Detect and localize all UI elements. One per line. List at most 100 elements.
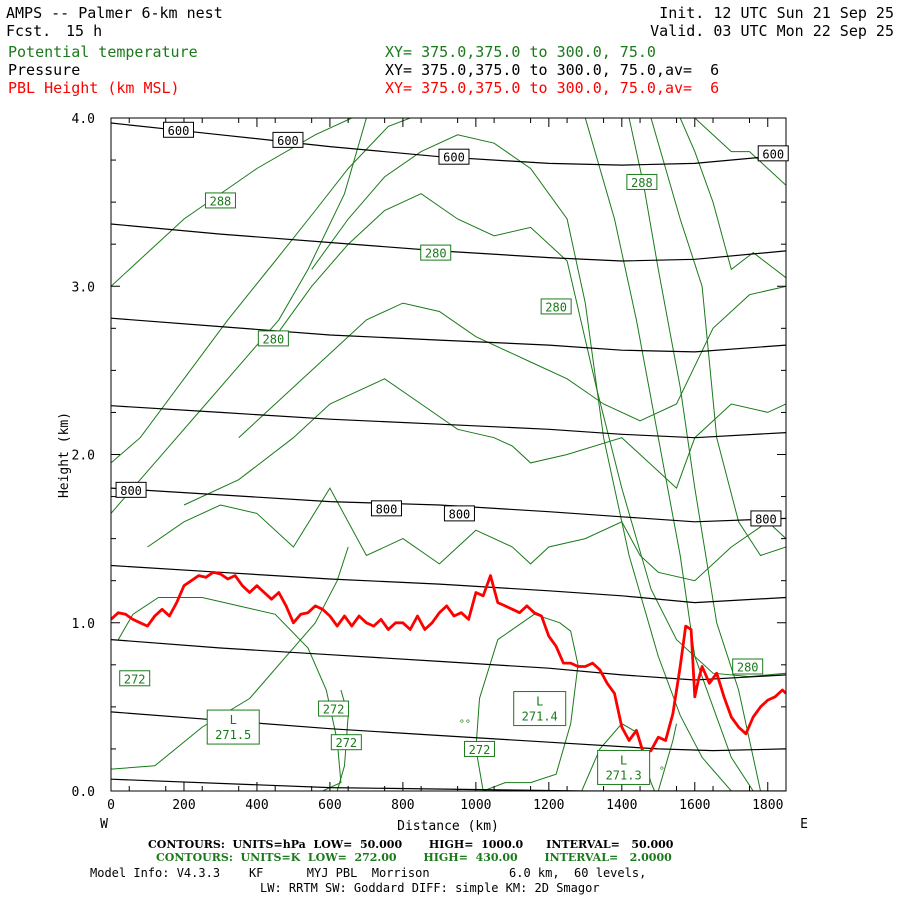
- theta-contour-2: [111, 118, 411, 464]
- theta-contours: [111, 118, 786, 791]
- theta-label-box: [318, 700, 350, 717]
- low-center-value: 271.3: [606, 768, 642, 782]
- field-name-pbl: PBL Height (km MSL): [8, 79, 180, 97]
- y-tick-label: 2.0: [72, 449, 95, 464]
- pressure-contour-5: [111, 405, 786, 439]
- theta-label: 272: [335, 736, 357, 750]
- theta-label-box: [540, 298, 572, 315]
- low-center-value: 271.4: [522, 710, 558, 724]
- pressure-label: 800: [755, 512, 777, 526]
- pressure-label-box: [272, 131, 304, 148]
- pressure-label: 600: [168, 124, 190, 138]
- pressure-label: 800: [376, 502, 398, 516]
- x-tick-label: 200: [172, 798, 195, 813]
- theta-contour-4: [147, 487, 786, 582]
- pressure-contours: [111, 122, 786, 791]
- theta-label-box: [732, 658, 764, 675]
- theta-label: 280: [425, 247, 447, 261]
- theta-label: 280: [737, 660, 759, 674]
- y-tick-label: 1.0: [72, 617, 95, 632]
- x-tick-label: 0: [107, 798, 115, 813]
- pbl-height-line: [111, 570, 786, 756]
- theta-contour-9: [584, 118, 754, 791]
- pressure-contour-7: [111, 223, 786, 262]
- y-tick-label: 3.0: [72, 280, 95, 295]
- pressure-label: 600: [277, 134, 299, 148]
- theta-label-box: [420, 244, 452, 261]
- model-info-2: LW: RRTM SW: Goddard DIFF: simple KM: 2D…: [260, 881, 600, 895]
- theta-label-box: [257, 330, 289, 347]
- pressure-label: 800: [120, 484, 142, 498]
- theta-contour-3: [111, 118, 374, 287]
- theta-contour-0: [111, 546, 349, 770]
- pressure-label-box: [757, 145, 789, 162]
- low-center-letter: L: [620, 753, 627, 767]
- pressure-label-box: [370, 500, 402, 517]
- theta-label-box: [119, 670, 151, 687]
- contour-labels: 600 600 600 600 800 800 800 800 288 280 288 280 280 2…: [115, 121, 789, 785]
- field-xy-theta: XY= 375.0,375.0 to 300.0, 75.0: [385, 43, 656, 61]
- pressure-label-box: [163, 121, 194, 138]
- theta-label: 288: [631, 176, 653, 190]
- pressure-label: 600: [762, 147, 784, 161]
- x-tick-label: 400: [245, 798, 268, 813]
- theta-contour-13: [694, 118, 786, 186]
- x-tick-label: 1400: [606, 798, 637, 813]
- low-center-box: [206, 709, 260, 745]
- pressure-contour-2: [111, 639, 786, 681]
- y-tick-label: 0.0: [72, 785, 95, 800]
- x-tick-label: 600: [318, 798, 341, 813]
- forecast-label: Fcst.: [6, 22, 52, 40]
- x-axis-label: Distance (km): [397, 819, 499, 834]
- theta-label: 280: [545, 300, 567, 314]
- theta-contour-info: CONTOURS: UNITS=K LOW= 272.00 HIGH= 430.…: [156, 851, 672, 864]
- theta-contour-18: [657, 723, 677, 791]
- field-xy-pressure: XY= 375.0,375.0 to 300.0, 75.0,av= 6: [385, 61, 720, 79]
- pressure-label-box: [443, 505, 475, 522]
- pbl-series: [111, 570, 786, 756]
- low-center-box: [513, 691, 567, 727]
- pressure-contour-6: [111, 317, 786, 353]
- axes: 0 200 400 600 800 1000 1200 1400 1600 1800 0.0 1.0 2…: [72, 112, 786, 813]
- y-axis-label: Height (km): [57, 412, 72, 498]
- theta-label: 272: [124, 672, 146, 686]
- small-contour-mark: °°: [459, 719, 471, 730]
- theta-contour-1: [111, 118, 367, 514]
- pressure-label: 600: [443, 151, 465, 165]
- low-center-box: [597, 749, 651, 785]
- theta-contour-14: [117, 597, 342, 791]
- field-name-pressure: Pressure: [8, 61, 81, 79]
- east-label: E: [800, 817, 808, 832]
- low-center-value: 271.5: [215, 728, 251, 742]
- x-tick-label: 1600: [679, 798, 710, 813]
- theta-contour-16: [475, 613, 579, 791]
- theta-contour-7: [274, 193, 786, 678]
- pressure-label-box: [750, 510, 782, 527]
- theta-contour-8: [311, 134, 732, 791]
- plot-frame: [110, 117, 787, 792]
- pressure-label: 800: [449, 507, 471, 521]
- y-tick-label: 4.0: [72, 112, 95, 127]
- forecast-value: 15 h: [66, 22, 103, 40]
- x-tick-label: 800: [391, 798, 414, 813]
- low-center-letter: L: [230, 713, 237, 727]
- x-tick-label: 1200: [533, 798, 564, 813]
- x-tick-label: 1000: [460, 798, 491, 813]
- init-time: Init. 12 UTC Sun 21 Sep 25: [659, 4, 894, 22]
- theta-contour-12: [679, 118, 786, 279]
- field-xy-pbl: XY= 375.0,375.0 to 300.0, 75.0,av= 6: [385, 79, 720, 97]
- pressure-label-box: [115, 481, 147, 498]
- theta-label-box: [464, 740, 496, 757]
- theta-label: 272: [469, 743, 491, 757]
- pressure-contour-4: [111, 487, 786, 523]
- theta-contour-6: [238, 285, 786, 439]
- theta-label: 288: [210, 194, 232, 208]
- chart-title: AMPS -- Palmer 6-km nest: [6, 4, 223, 22]
- theta-contour-11: [650, 118, 786, 557]
- theta-label-box: [204, 192, 236, 209]
- theta-label: 272: [323, 703, 345, 717]
- valid-time: Valid. 03 UTC Mon 22 Sep 25: [650, 22, 894, 40]
- theta-label: 280: [263, 332, 285, 346]
- pressure-label-box: [438, 148, 470, 165]
